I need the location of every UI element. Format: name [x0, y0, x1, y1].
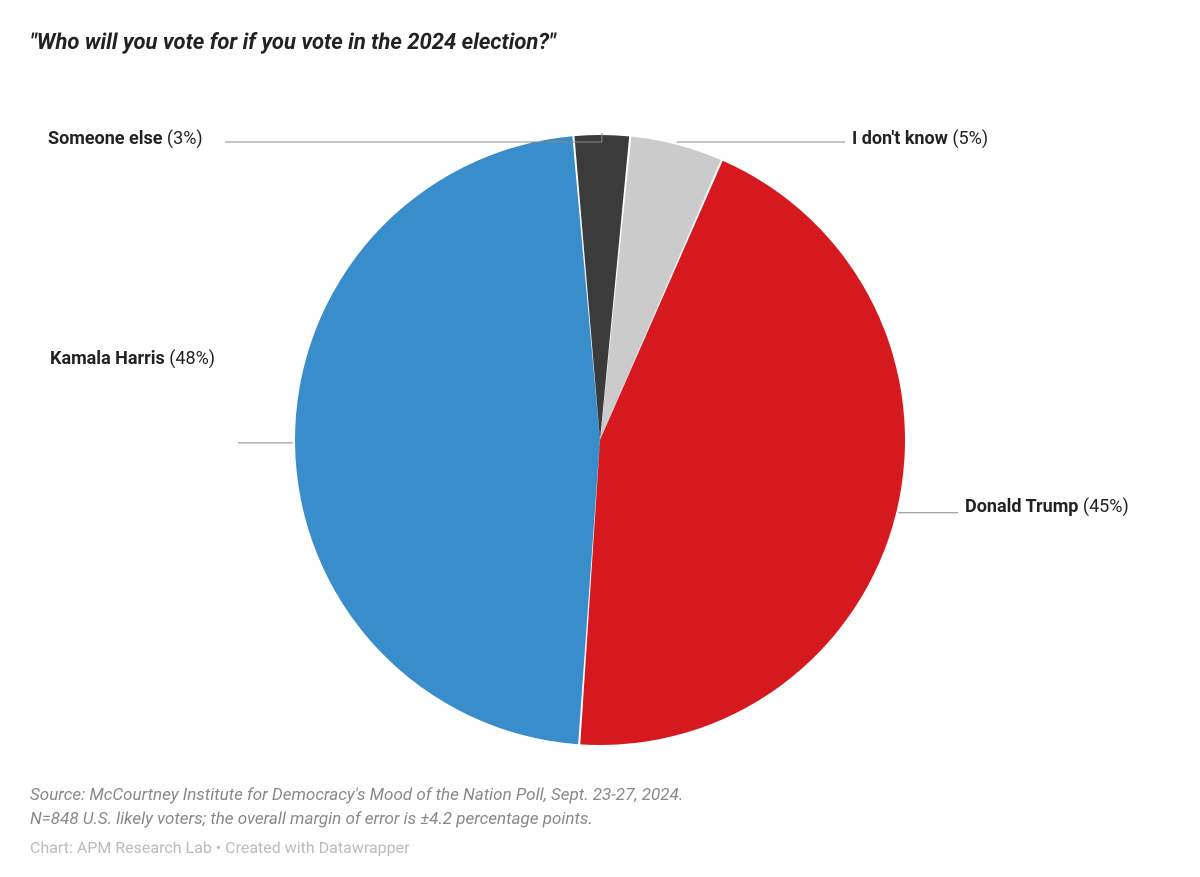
label-someone-else: Someone else (3%)	[48, 128, 203, 149]
label-pct: (45%)	[1083, 496, 1129, 517]
label-name: Kamala Harris	[50, 348, 165, 369]
label-pct: (5%)	[952, 128, 988, 149]
source-line-2: N=848 U.S. likely voters; the overall ma…	[30, 809, 593, 829]
label-name: Donald Trump	[965, 496, 1078, 517]
label-pct: (48%)	[169, 348, 215, 369]
chart-footer: Source: McCourtney Institute for Democra…	[30, 783, 1170, 857]
label-name: I don't know	[852, 128, 948, 149]
pie-slice	[295, 136, 600, 744]
chart-credit: Chart: APM Research Lab • Created with D…	[30, 838, 1170, 857]
chart-area: Someone else (3%) I don't know (5%) Dona…	[30, 70, 1170, 750]
source-text: Source: McCourtney Institute for Democra…	[30, 783, 1170, 832]
chart-title: "Who will you vote for if you vote in th…	[30, 30, 1170, 55]
label-harris: Kamala Harris (48%)	[50, 348, 215, 369]
source-line-1: Source: McCourtney Institute for Democra…	[30, 785, 683, 805]
label-trump: Donald Trump (45%)	[965, 496, 1129, 517]
label-pct: (3%)	[167, 128, 203, 149]
label-idk: I don't know (5%)	[852, 128, 988, 149]
label-name: Someone else	[48, 128, 162, 149]
pie-chart-svg	[30, 70, 1170, 750]
leader-line	[677, 142, 845, 143]
